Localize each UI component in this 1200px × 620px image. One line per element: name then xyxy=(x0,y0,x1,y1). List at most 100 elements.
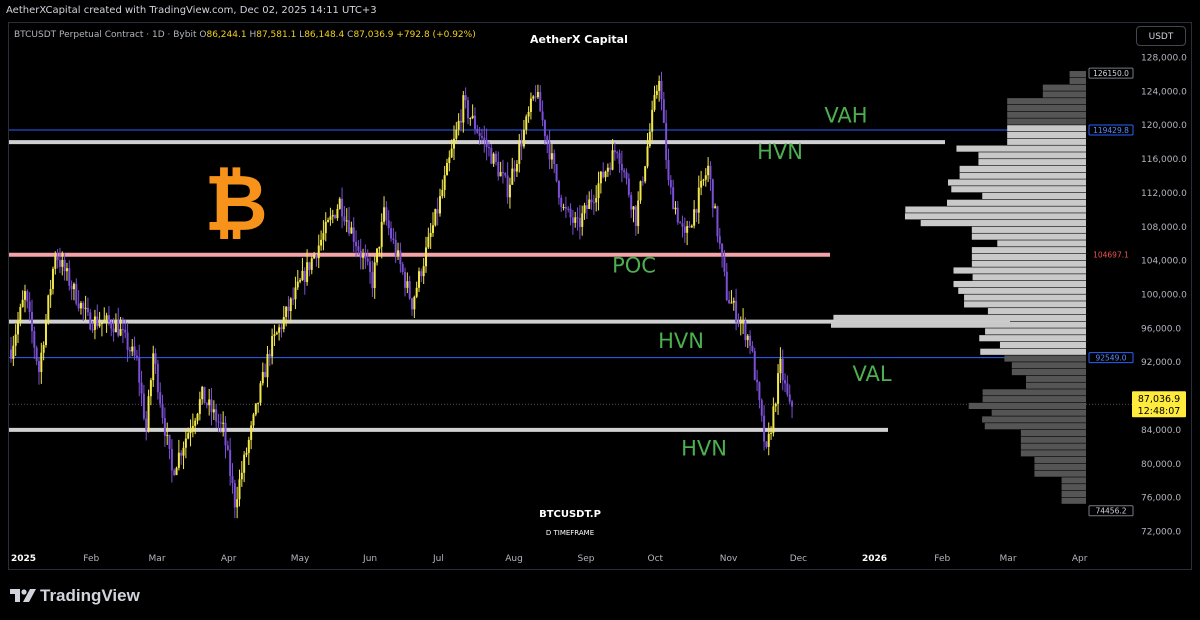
candle-body xyxy=(672,187,675,210)
candle-body xyxy=(19,306,22,322)
candle-body xyxy=(471,115,474,119)
candle-body xyxy=(436,209,439,214)
candle-body xyxy=(175,467,178,476)
volume-profile-bar xyxy=(982,396,1086,403)
candle-body xyxy=(201,386,204,400)
candle-body xyxy=(264,372,267,378)
candle-body xyxy=(632,206,635,210)
candle-body xyxy=(613,150,616,153)
candle-body xyxy=(359,250,362,258)
candle-body xyxy=(226,445,229,450)
candle-body xyxy=(40,352,43,373)
candle-body xyxy=(763,415,766,442)
candle-body xyxy=(135,355,138,359)
volume-profile-bar xyxy=(833,314,1086,321)
level-badge-val-text: 92549.0 xyxy=(1095,354,1126,363)
close-label: C xyxy=(347,30,354,40)
candle-body xyxy=(315,254,318,259)
candle-body xyxy=(292,298,295,300)
y-tick-label: 84,000.0 xyxy=(1141,426,1181,436)
candle-body xyxy=(478,132,481,137)
candle-body xyxy=(513,168,516,172)
currency-button[interactable]: USDT xyxy=(1136,26,1186,46)
volume-profile-bar xyxy=(956,145,1086,152)
candle-body xyxy=(282,316,285,330)
volume-profile-bar xyxy=(1007,138,1086,145)
volume-profile-bar xyxy=(971,226,1086,233)
candle-body xyxy=(352,227,355,242)
candle-body xyxy=(310,258,313,270)
candle-body xyxy=(506,175,509,198)
candle-body xyxy=(651,109,654,132)
y-tick-label: 124,000.0 xyxy=(1141,87,1187,97)
chart-frame xyxy=(8,22,1192,570)
volume-profile-bar xyxy=(1011,362,1086,369)
level-annotation-hvn: HVN xyxy=(658,329,704,353)
volume-profile-bar xyxy=(964,294,1086,301)
volume-profile-bar xyxy=(953,280,1086,288)
candle-body xyxy=(480,136,483,138)
tradingview-logo[interactable]: TradingView xyxy=(10,586,140,606)
volume-profile-bar xyxy=(904,213,1086,220)
candle-body xyxy=(98,324,101,327)
volume-profile-bar xyxy=(1011,368,1086,376)
symbol-legend[interactable]: BTCUSDT Perpetual Contract · 1D · Bybit … xyxy=(14,30,476,40)
candle-body xyxy=(240,472,243,480)
candle-body xyxy=(497,161,500,177)
candle-body xyxy=(103,319,106,323)
volume-profile-bar xyxy=(1007,98,1086,105)
candle-body xyxy=(732,300,735,303)
volume-profile-bar xyxy=(997,240,1086,247)
candle-body xyxy=(765,441,768,447)
candle-body xyxy=(247,439,250,453)
candle-body xyxy=(362,255,365,258)
candle-body xyxy=(385,207,388,221)
volume-profile-bar xyxy=(947,179,1086,186)
range-high-badge-box xyxy=(1088,67,1134,79)
candle-body xyxy=(422,266,425,277)
candle-body xyxy=(191,425,194,431)
candle-body xyxy=(166,434,169,436)
level-annotation-vah: VAH xyxy=(824,104,867,128)
volume-profile-bar xyxy=(971,253,1086,261)
symbol-name: BTCUSDT Perpetual Contract · 1D · Bybit xyxy=(14,30,197,40)
volume-profile-bar xyxy=(971,260,1086,267)
candle-body xyxy=(21,299,24,307)
candle-body xyxy=(415,287,418,297)
candle-body xyxy=(119,329,122,336)
candle-body xyxy=(728,299,731,304)
candle-body xyxy=(751,345,754,352)
candle-body xyxy=(686,226,689,233)
candle-body xyxy=(324,221,327,234)
candle-body xyxy=(676,207,679,223)
volume-profile-bar xyxy=(978,159,1086,166)
candle-body xyxy=(189,430,192,434)
candle-body xyxy=(114,320,117,333)
y-tick-label: 120,000.0 xyxy=(1141,121,1187,131)
candle-body xyxy=(12,345,15,359)
volume-profile-bar xyxy=(1020,429,1086,437)
candle-body xyxy=(485,139,488,148)
candle-body xyxy=(515,163,518,172)
candle-body xyxy=(89,312,92,330)
y-tick-label: 108,000.0 xyxy=(1141,223,1187,233)
candle-body xyxy=(163,417,166,436)
candle-body xyxy=(681,223,684,227)
candle-body xyxy=(268,353,271,357)
y-tick-label: 80,000.0 xyxy=(1141,460,1181,470)
candle-body xyxy=(434,209,437,226)
candle-body xyxy=(63,259,66,272)
candle-body xyxy=(627,178,630,195)
candle-body xyxy=(413,296,416,310)
bitcoin-icon: ₿ xyxy=(204,159,268,249)
candle-body xyxy=(250,425,253,440)
candle-body xyxy=(702,179,705,181)
candle-body xyxy=(371,272,374,289)
candle-body xyxy=(348,220,351,234)
volume-profile-bar xyxy=(964,301,1086,308)
high-label: H xyxy=(249,30,257,40)
candle-body xyxy=(390,228,393,239)
high-value: 87,581.1 xyxy=(256,30,297,40)
candle-body xyxy=(784,380,787,384)
